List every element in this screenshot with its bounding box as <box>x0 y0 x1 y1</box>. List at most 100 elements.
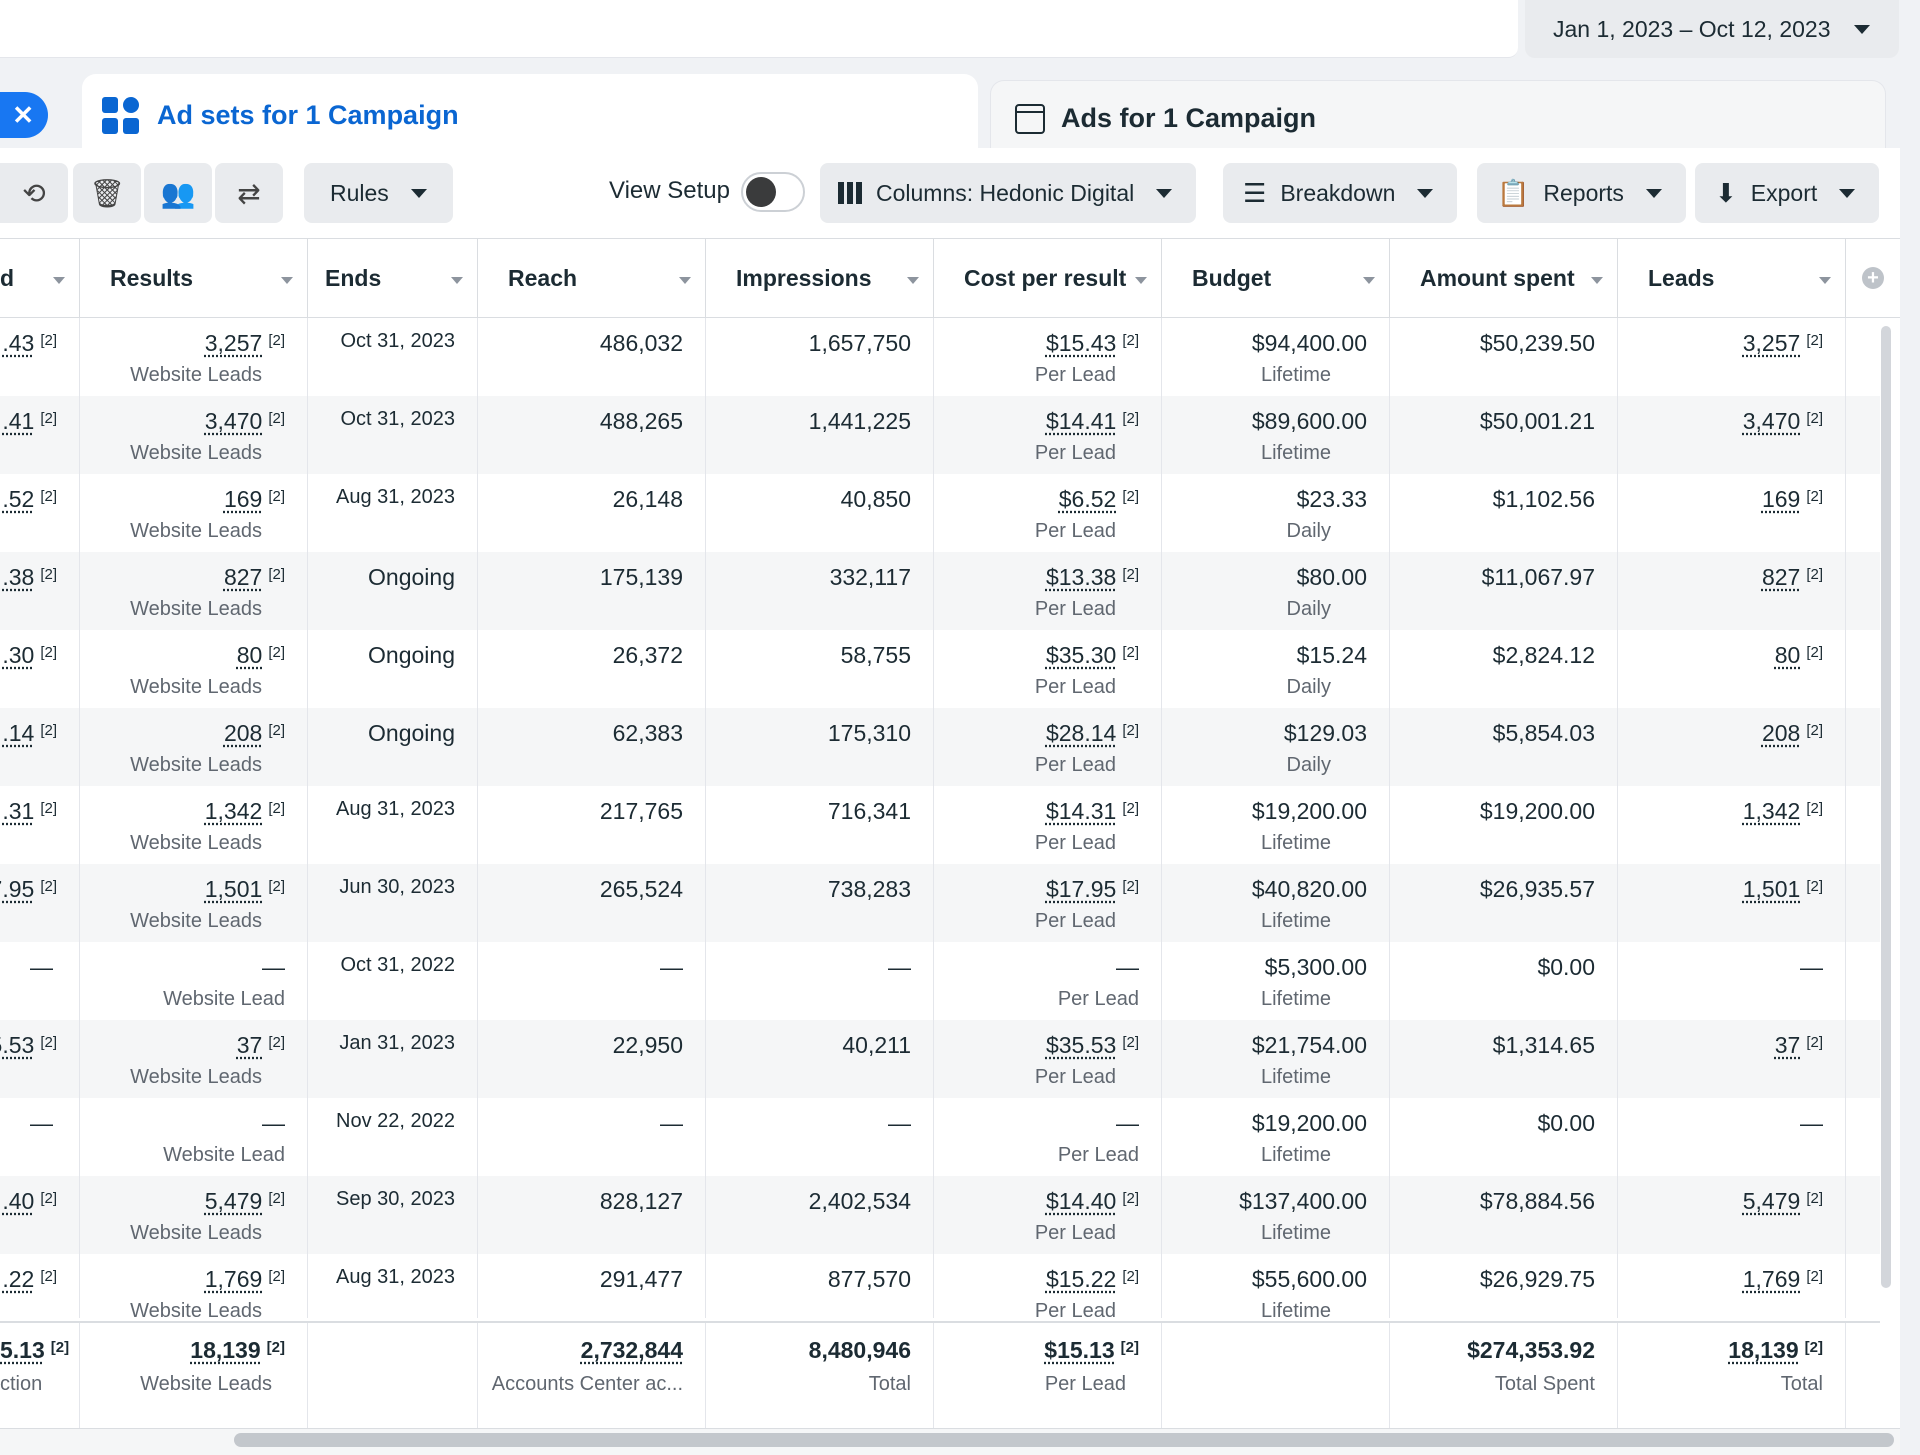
leads-value[interactable]: 1,342 [2] <box>1743 798 1823 825</box>
leads-value[interactable]: 208 [2] <box>1762 720 1823 747</box>
table-row[interactable]: .41 [2] 3,470 [2] Website Leads Oct 31, 2023 4… <box>0 396 1880 474</box>
results-subtext: Website Leads <box>130 1066 262 1088</box>
leads-value[interactable]: 3,257 [2] <box>1743 330 1823 357</box>
leads-value[interactable]: 80 [2] <box>1775 642 1823 669</box>
sort-caret-icon[interactable] <box>679 277 691 284</box>
table-row[interactable]: — — Website Lead Nov 22, 2022 — — — Per Lead $19… <box>0 1098 1880 1176</box>
table-row[interactable]: .31 [2] 1,342 [2] Website Leads Aug 31, 2023 2… <box>0 786 1880 864</box>
date-range-picker[interactable]: Jan 1, 2023 – Oct 12, 2023 <box>1525 0 1899 58</box>
sort-caret-icon[interactable] <box>451 277 463 284</box>
table-row[interactable]: .22 [2] 1,769 [2] Website Leads Aug 31, 2023 2… <box>0 1254 1880 1318</box>
results-value[interactable]: 37 [2] <box>237 1032 285 1059</box>
tab-ads[interactable]: Ads for 1 Campaign <box>990 80 1886 156</box>
leads-value[interactable]: 827 [2] <box>1762 564 1823 591</box>
table-row[interactable]: 5.53 [2] 37 [2] Website Leads Jan 31, 2023 22,… <box>0 1020 1880 1098</box>
sort-caret-icon[interactable] <box>1363 277 1375 284</box>
results-value[interactable]: 1,501 [2] <box>205 876 285 903</box>
column-header-label: Reach <box>508 265 578 291</box>
ab-test-button[interactable]: 👥 <box>144 163 212 223</box>
leads-value[interactable]: 1,501 [2] <box>1743 876 1823 903</box>
search-bar[interactable] <box>0 0 1518 58</box>
results-value[interactable]: 1,769 [2] <box>205 1266 285 1293</box>
table-row[interactable]: .43 [2] 3,257 [2] Website Leads Oct 31, 2023 4… <box>0 318 1880 396</box>
cpr-value[interactable]: $14.40 [2] <box>1046 1188 1139 1215</box>
leads-value[interactable]: 37 [2] <box>1775 1032 1823 1059</box>
header-amount-spent[interactable]: Amount spent <box>1390 239 1618 318</box>
cut-value[interactable]: .14 [2] <box>2 720 57 747</box>
cpr-value[interactable]: $17.95 [2] <box>1046 876 1139 903</box>
table-row[interactable]: .40 [2] 5,479 [2] Website Leads Sep 30, 2023 8… <box>0 1176 1880 1254</box>
impressions-text: 877,570 <box>827 1266 911 1292</box>
cut-value[interactable]: .41 [2] <box>2 408 57 435</box>
cpr-value[interactable]: $13.38 [2] <box>1046 564 1139 591</box>
table-row[interactable]: .52 [2] 169 [2] Website Leads Aug 31, 2023 26,… <box>0 474 1880 552</box>
header-reach[interactable]: Reach <box>478 239 706 318</box>
table-row[interactable]: .30 [2] 80 [2] Website Leads Ongoing 26,372 58,… <box>0 630 1880 708</box>
rules-dropdown[interactable]: Rules <box>304 163 453 223</box>
leads-value[interactable]: 5,479 [2] <box>1743 1188 1823 1215</box>
columns-dropdown[interactable]: Columns: Hedonic Digital <box>820 163 1197 223</box>
leads-value[interactable]: 169 [2] <box>1762 486 1823 513</box>
export-dropdown[interactable]: ⬇ Export <box>1695 163 1880 223</box>
results-value[interactable]: 3,257 [2] <box>205 330 285 357</box>
cpr-value[interactable]: $6.52 [2] <box>1059 486 1139 513</box>
table-row[interactable]: .14 [2] 208 [2] Website Leads Ongoing 62,383 17… <box>0 708 1880 786</box>
cut-value[interactable]: .40 [2] <box>2 1188 57 1215</box>
cpr-value[interactable]: $35.53 [2] <box>1046 1032 1139 1059</box>
leads-value[interactable]: 3,470 [2] <box>1743 408 1823 435</box>
breakdown-dropdown[interactable]: ☰ Breakdown <box>1223 163 1458 223</box>
footnote-marker: [2] <box>40 1034 57 1051</box>
results-value[interactable]: 827 [2] <box>224 564 285 591</box>
results-value[interactable]: 169 [2] <box>224 486 285 513</box>
cut-value[interactable]: .38 [2] <box>2 564 57 591</box>
add-column-icon[interactable]: + <box>1862 267 1884 289</box>
results-value[interactable]: 80 [2] <box>237 642 285 669</box>
header-ends[interactable]: Ends <box>308 239 478 318</box>
header-budget[interactable]: Budget <box>1162 239 1390 318</box>
header-cost-per-result[interactable]: Cost per result <box>934 239 1162 318</box>
cpr-value[interactable]: $14.31 [2] <box>1046 798 1139 825</box>
cut-value[interactable]: .52 [2] <box>2 486 57 513</box>
cut-value[interactable]: .30 [2] <box>2 642 57 669</box>
cpr-value[interactable]: $35.30 [2] <box>1046 642 1139 669</box>
sort-caret-icon[interactable] <box>1135 277 1147 284</box>
header-impressions[interactable]: Impressions <box>706 239 934 318</box>
table-row[interactable]: .38 [2] 827 [2] Website Leads Ongoing 175,139 3… <box>0 552 1880 630</box>
compare-button[interactable]: ⇄ <box>215 163 283 223</box>
cpr-value[interactable]: $28.14 [2] <box>1046 720 1139 747</box>
clear-selection-button[interactable]: ✕ <box>0 92 48 138</box>
sort-caret-icon[interactable] <box>1819 277 1831 284</box>
cut-value[interactable]: .31 [2] <box>2 798 57 825</box>
vertical-scrollbar[interactable] <box>1881 326 1891 1288</box>
horizontal-scrollbar[interactable] <box>234 1433 1894 1447</box>
tab-ad-sets[interactable]: Ad sets for 1 Campaign <box>82 74 978 156</box>
cpr-value[interactable]: $14.41 [2] <box>1046 408 1139 435</box>
table-row[interactable]: — — Website Lead Oct 31, 2022 — — — Per Lead $5,… <box>0 942 1880 1020</box>
sort-caret-icon[interactable] <box>1591 277 1603 284</box>
results-value[interactable]: 5,479 [2] <box>205 1188 285 1215</box>
budget-text: $89,600.00 <box>1251 408 1367 434</box>
budget-text: $55,600.00 <box>1251 1266 1367 1292</box>
cut-value[interactable]: .22 [2] <box>2 1266 57 1293</box>
leads-value[interactable]: 1,769 [2] <box>1743 1266 1823 1293</box>
view-setup-toggle[interactable] <box>741 172 805 212</box>
cut-value[interactable]: .43 [2] <box>2 330 57 357</box>
sort-caret-icon[interactable] <box>53 277 65 284</box>
cut-value[interactable]: 5.53 [2] <box>0 1032 57 1059</box>
delete-button[interactable]: 🗑 <box>73 163 141 223</box>
sort-caret-icon[interactable] <box>907 277 919 284</box>
header-leads[interactable]: Leads <box>1618 239 1846 318</box>
reports-dropdown[interactable]: 📋 Reports <box>1477 163 1686 223</box>
cut-value[interactable]: 7.95 [2] <box>0 876 57 903</box>
sort-caret-icon[interactable] <box>281 277 293 284</box>
undo-button[interactable]: ⟲ <box>0 163 68 223</box>
header-results[interactable]: Results <box>80 239 308 318</box>
table-row[interactable]: 7.95 [2] 1,501 [2] Website Leads Jun 30, 2023… <box>0 864 1880 942</box>
header-cut[interactable]: d <box>0 239 80 318</box>
results-value[interactable]: 208 [2] <box>224 720 285 747</box>
results-value[interactable]: 1,342 [2] <box>205 798 285 825</box>
cpr-value[interactable]: $15.43 [2] <box>1046 330 1139 357</box>
cpr-value[interactable]: $15.22 [2] <box>1046 1266 1139 1293</box>
budget-text: $40,820.00 <box>1251 876 1367 902</box>
results-value[interactable]: 3,470 [2] <box>205 408 285 435</box>
